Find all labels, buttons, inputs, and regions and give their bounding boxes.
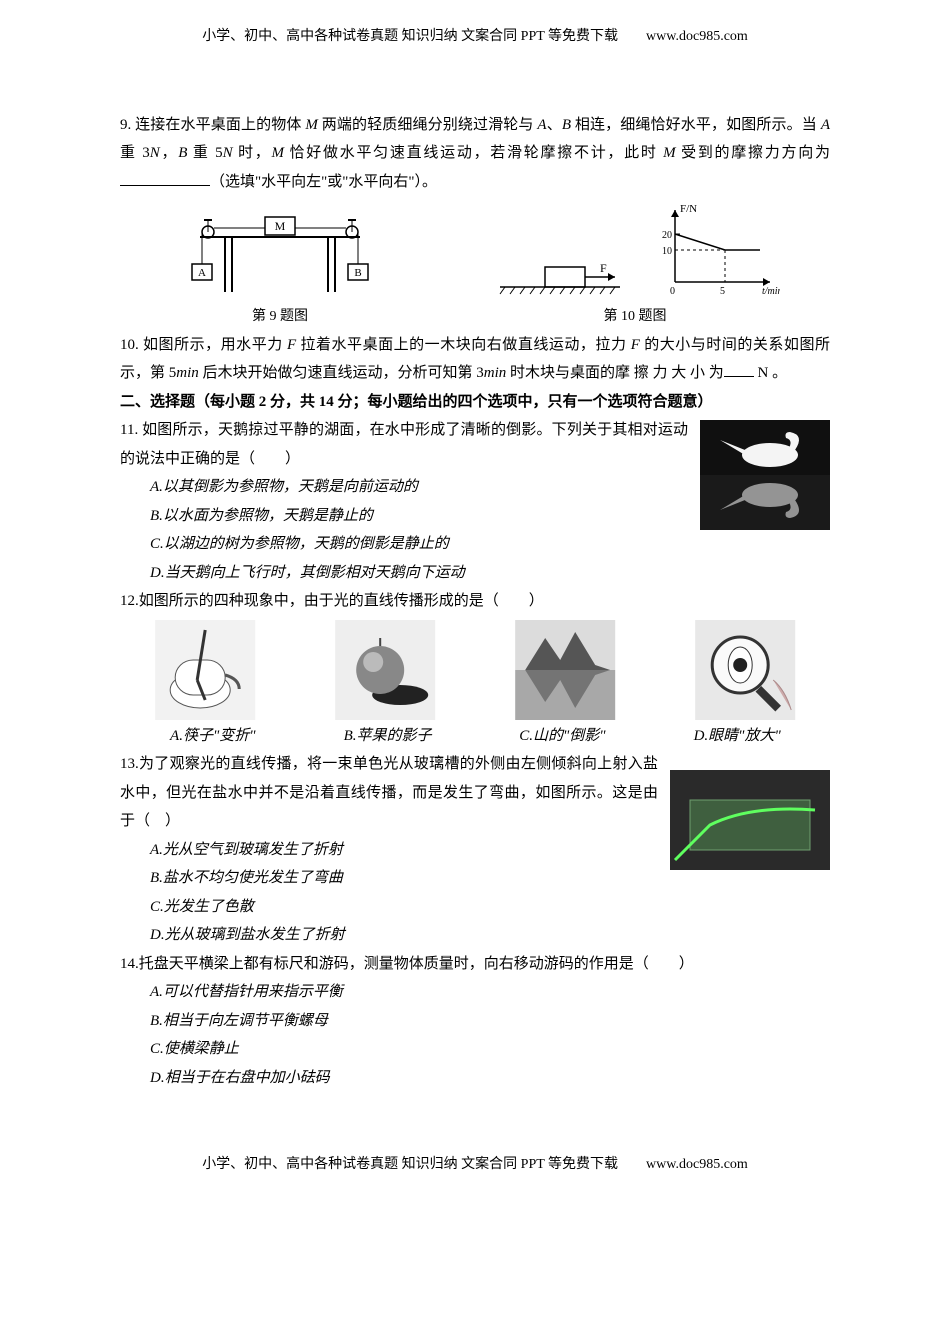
q9-t6: 时，: [233, 145, 272, 161]
q14-optD: D.相当于在右盘中加小砝码: [150, 1070, 330, 1086]
q10-min2: min: [484, 365, 507, 381]
q9-sep: 、: [547, 117, 562, 133]
fig9-label-A: A: [198, 267, 206, 279]
fig10-y1: 10: [662, 246, 672, 257]
fig10-y2: 20: [662, 230, 672, 241]
q9-B2: B: [178, 145, 187, 161]
q10-t2: 拉着水平桌面上的一木块向右做直线运动，拉力: [296, 337, 631, 353]
fig9-label-B: B: [354, 267, 361, 279]
q9-A2: A: [821, 117, 830, 133]
q9-text: 9. 连接在水平桌面上的物体 M 两端的轻质细绳分别绕过滑轮与 A、B 相连，细…: [120, 111, 830, 197]
q13-optB: B.盐水不均匀使光发生了弯曲: [150, 870, 343, 886]
q10-t5: 时木块与桌面的摩 擦 力 大 小 为: [506, 365, 724, 381]
q9-tail: （选填"水平向左"或"水平向右"）。: [210, 174, 437, 190]
q12-optC: C.山的"倒影": [519, 728, 605, 744]
q10-text: 10. 如图所示，用水平力 F 拉着水平桌面上的一木块向右做直线运动，拉力 F …: [120, 331, 830, 388]
q9-t8: 受到的摩擦力方向为: [676, 145, 830, 161]
fig10-xlabel: t/min: [762, 286, 780, 297]
figure-9: M A B 第 9 题图: [170, 202, 390, 331]
q11-optD: D.当天鹅向上飞行时，其倒影相对天鹅向下运动: [150, 565, 465, 581]
q13-figure: [670, 770, 830, 870]
q10-unit: N 。: [754, 365, 787, 381]
figure-10: F F/N t/min 10 20 0 5: [490, 202, 780, 331]
q12-optA: A.筷子"变折": [170, 728, 256, 744]
q14-stem: 14.托盘天平横梁上都有标尺和游码，测量物体质量时，向右移动游码的作用是（ ）: [120, 950, 830, 979]
q9-A: A: [537, 117, 546, 133]
fig10-caption: 第 10 题图: [604, 304, 667, 331]
q13-optD: D.光从玻璃到盐水发生了折射: [150, 927, 345, 943]
q12-optB: B.苹果的影子: [344, 728, 432, 744]
q10-t1: 10. 如图所示，用水平力: [120, 337, 287, 353]
q9-N1: N: [150, 145, 160, 161]
q9-M3: M: [663, 145, 676, 161]
q14-optA: A.可以代替指针用来指示平衡: [150, 984, 343, 1000]
fig10-label-F: F: [600, 261, 607, 275]
q10-t4: 后木块开始做匀速直线运动，分析可知第 3: [199, 365, 484, 381]
q9-M2: M: [272, 145, 285, 161]
q11-optA: A.以其倒影为参照物，天鹅是向前运动的: [150, 479, 418, 495]
q12-optD: D.眼睛"放大": [694, 728, 781, 744]
q13-optC: C.光发生了色散: [150, 899, 254, 915]
q10-F1: F: [287, 337, 296, 353]
q12-figures: [120, 620, 830, 720]
q9-t7: 恰好做水平匀速直线运动，若滑轮摩擦不计，此时: [284, 145, 663, 161]
q9-B: B: [562, 117, 571, 133]
q9-t1: 9. 连接在水平桌面上的物体: [120, 117, 305, 133]
fig10-x5: 5: [720, 286, 725, 297]
q9-N2: N: [223, 145, 233, 161]
q10-min1: min: [176, 365, 199, 381]
q10-F2: F: [631, 337, 640, 353]
fig10-ylabel: F/N: [680, 203, 697, 215]
q12-stem: 12.如图所示的四种现象中，由于光的直线传播形成的是（ ）: [120, 587, 830, 616]
q9-t2: 两端的轻质细绳分别绕过滑轮与: [318, 117, 538, 133]
q9-c1: ，: [160, 145, 178, 161]
q9-M: M: [305, 117, 318, 133]
q13-optA: A.光从空气到玻璃发生了折射: [150, 842, 343, 858]
q11-optB: B.以水面为参照物，天鹅是静止的: [150, 508, 373, 524]
page-footer: 小学、初中、高中各种试卷真题 知识归纳 文案合同 PPT 等免费下载 www.d…: [120, 1152, 830, 1179]
fig10-zero: 0: [670, 286, 675, 297]
q11-optC: C.以湖边的树为参照物，天鹅的倒影是静止的: [150, 536, 449, 552]
fig9-caption: 第 9 题图: [252, 304, 308, 331]
q9-t5: 重 5: [187, 145, 222, 161]
page-header: 小学、初中、高中各种试卷真题 知识归纳 文案合同 PPT 等免费下载 www.d…: [120, 24, 830, 51]
q9-t4: 重 3: [120, 145, 150, 161]
section-2-title: 二、选择题（每小题 2 分，共 14 分；每小题给出的四个选项中，只有一个选项符…: [120, 388, 830, 417]
q10-blank: [724, 362, 754, 377]
fig9-label-M: M: [275, 219, 286, 233]
q9-blank: [120, 171, 210, 186]
q14-optB: B.相当于向左调节平衡螺母: [150, 1013, 328, 1029]
q9-t3: 相连，细绳恰好水平，如图所示。当: [571, 117, 821, 133]
q11-figure: [700, 420, 830, 530]
q14-optC: C.使横梁静止: [150, 1041, 239, 1057]
